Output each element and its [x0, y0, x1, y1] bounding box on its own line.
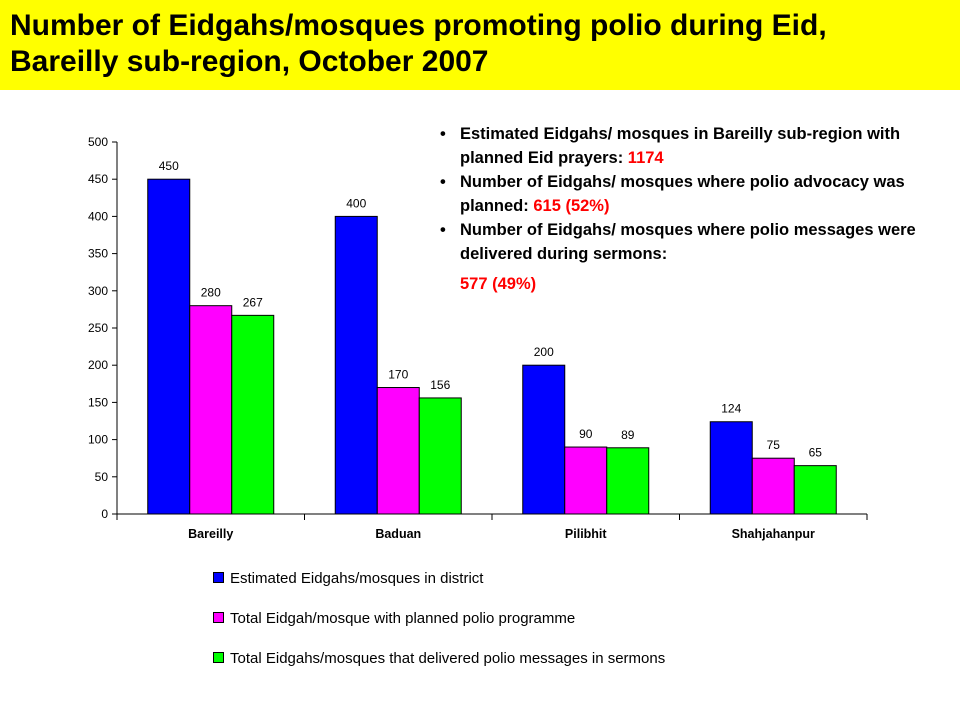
note-value: 615 (52%)	[533, 197, 610, 215]
bar	[793, 465, 837, 515]
y-tick-label: 50	[95, 470, 109, 484]
data-label: 124	[721, 402, 741, 416]
notes-list: Estimated Eidgahs/ mosques in Bareilly s…	[440, 122, 930, 296]
bar	[189, 305, 233, 515]
data-label: 450	[159, 159, 179, 173]
data-label: 170	[388, 368, 408, 382]
x-tick-label: Shahjahanpur	[732, 527, 815, 541]
y-tick-label: 150	[88, 395, 108, 409]
bar	[334, 215, 378, 515]
y-tick-label: 200	[88, 358, 108, 372]
bar	[418, 397, 462, 515]
data-label: 89	[621, 428, 635, 442]
chart-title: Number of Eidgahs/mosques promoting poli…	[10, 9, 827, 78]
x-tick-label: Bareilly	[188, 527, 233, 541]
note-value: 577 (49%)	[460, 275, 537, 293]
data-label: 156	[430, 378, 450, 392]
legend-item: Total Eidgah/mosque with planned polio p…	[213, 610, 575, 627]
title-banner: Number of Eidgahs/mosques promoting poli…	[0, 0, 960, 90]
data-label: 90	[579, 427, 593, 441]
note-text: Number of Eidgahs/ mosques where polio m…	[460, 221, 916, 263]
x-tick-label: Pilibhit	[565, 527, 608, 541]
y-tick-label: 350	[88, 247, 108, 261]
note-item: Number of Eidgahs/ mosques where polio m…	[440, 218, 930, 296]
data-label: 75	[767, 438, 781, 452]
legend-swatch	[213, 572, 224, 583]
y-tick-label: 400	[88, 209, 108, 223]
y-tick-label: 250	[88, 321, 108, 335]
data-label: 280	[201, 286, 221, 300]
data-label: 267	[243, 295, 263, 309]
legend-label: Total Eidgah/mosque with planned polio p…	[230, 610, 576, 627]
bar	[522, 364, 566, 515]
y-tick-label: 500	[88, 135, 108, 149]
x-tick-label: Baduan	[375, 527, 421, 541]
legend-label: Estimated Eidgahs/mosques in district	[230, 570, 484, 587]
y-tick-label: 450	[88, 172, 108, 186]
note-item: Number of Eidgahs/ mosques where polio a…	[440, 170, 930, 218]
note-text: Estimated Eidgahs/ mosques in Bareilly s…	[460, 125, 901, 167]
note-text: Number of Eidgahs/ mosques where polio a…	[460, 173, 905, 215]
y-tick-label: 100	[88, 433, 108, 447]
y-tick-label: 0	[101, 507, 108, 521]
legend-item: Estimated Eidgahs/mosques in district	[213, 570, 483, 587]
bar	[147, 178, 191, 515]
legend-label: Total Eidgahs/mosques that delivered pol…	[230, 650, 666, 667]
y-tick-label: 300	[88, 284, 108, 298]
bar	[376, 387, 420, 515]
data-label: 400	[346, 196, 366, 210]
bar	[564, 446, 608, 515]
bar	[709, 421, 753, 515]
note-value: 1174	[627, 149, 664, 167]
bar	[751, 457, 795, 515]
note-item: Estimated Eidgahs/ mosques in Bareilly s…	[440, 122, 930, 170]
bar	[606, 447, 650, 515]
legend-swatch	[213, 612, 224, 623]
bar	[231, 314, 275, 515]
data-label: 65	[809, 446, 823, 460]
legend-item: Total Eidgahs/mosques that delivered pol…	[213, 650, 665, 667]
legend-swatch	[213, 652, 224, 663]
data-label: 200	[534, 345, 554, 359]
